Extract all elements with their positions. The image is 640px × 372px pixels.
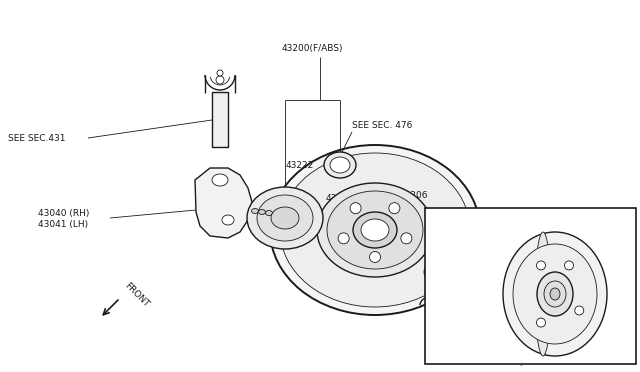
Ellipse shape: [280, 153, 470, 307]
Ellipse shape: [513, 244, 597, 344]
Text: 43206: 43206: [400, 190, 429, 199]
Bar: [212, 92, 228, 147]
Text: FRONT: FRONT: [123, 281, 151, 309]
Text: J300006: J300006: [520, 357, 554, 366]
Circle shape: [428, 266, 440, 278]
Text: PIN (2): PIN (2): [458, 283, 488, 292]
Bar: [425, 208, 636, 364]
Text: 43041 (LH): 43041 (LH): [38, 219, 88, 228]
Ellipse shape: [550, 288, 560, 300]
Ellipse shape: [212, 174, 228, 186]
Polygon shape: [195, 168, 252, 238]
Ellipse shape: [222, 215, 234, 225]
Ellipse shape: [247, 187, 323, 249]
Text: (4S,SE): (4S,SE): [429, 225, 461, 234]
Text: 43262M: 43262M: [450, 253, 486, 263]
Ellipse shape: [535, 232, 551, 356]
Ellipse shape: [325, 212, 369, 248]
Ellipse shape: [271, 207, 299, 229]
Circle shape: [401, 233, 412, 244]
Text: 43222: 43222: [286, 160, 314, 170]
Circle shape: [424, 262, 444, 282]
Text: 43234: 43234: [458, 302, 486, 311]
Circle shape: [338, 233, 349, 244]
Text: 43207: 43207: [430, 295, 458, 304]
Circle shape: [564, 261, 573, 270]
Ellipse shape: [266, 211, 273, 215]
Circle shape: [217, 70, 223, 76]
Text: 43202: 43202: [326, 193, 355, 202]
Ellipse shape: [270, 145, 480, 315]
Text: REAR DISC BRAKE: REAR DISC BRAKE: [429, 215, 510, 224]
Ellipse shape: [544, 281, 566, 307]
Circle shape: [536, 318, 545, 327]
Ellipse shape: [252, 208, 259, 214]
Ellipse shape: [324, 152, 356, 178]
Ellipse shape: [503, 232, 607, 356]
Circle shape: [575, 306, 584, 315]
Circle shape: [389, 203, 400, 214]
Circle shape: [350, 203, 361, 214]
Ellipse shape: [361, 219, 389, 241]
Ellipse shape: [537, 272, 573, 316]
Circle shape: [369, 251, 381, 263]
Ellipse shape: [327, 191, 423, 269]
Text: SEE SEC.431: SEE SEC.431: [8, 134, 65, 142]
Text: 43040 (RH): 43040 (RH): [38, 208, 90, 218]
Text: 00921-43500: 00921-43500: [458, 273, 518, 282]
Text: 43200(F/ABS): 43200(F/ABS): [282, 44, 344, 52]
Ellipse shape: [259, 209, 266, 215]
Circle shape: [536, 261, 545, 270]
Ellipse shape: [317, 183, 433, 277]
Text: SEE SEC. 476: SEE SEC. 476: [352, 121, 412, 129]
Ellipse shape: [353, 212, 397, 248]
Ellipse shape: [257, 195, 313, 241]
Ellipse shape: [330, 157, 350, 173]
